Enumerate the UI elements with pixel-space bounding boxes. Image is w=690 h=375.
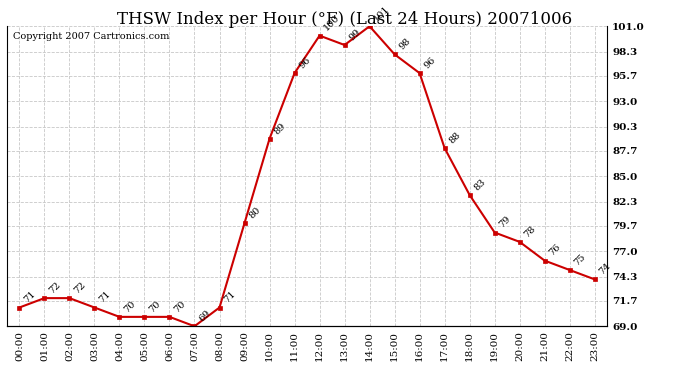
Text: 71: 71 [22,290,37,305]
Text: 83: 83 [473,177,488,192]
Text: 75: 75 [573,252,588,267]
Text: 96: 96 [297,56,313,70]
Text: 78: 78 [522,224,538,239]
Text: 88: 88 [447,130,462,146]
Text: 101: 101 [373,4,392,24]
Text: 79: 79 [497,214,513,230]
Text: 80: 80 [247,206,262,220]
Text: 98: 98 [397,37,413,52]
Text: 72: 72 [47,280,62,296]
Text: 72: 72 [72,280,88,296]
Text: 100: 100 [322,13,342,33]
Text: 70: 70 [172,299,188,314]
Text: THSW Index per Hour (°F) (Last 24 Hours) 20071006: THSW Index per Hour (°F) (Last 24 Hours)… [117,11,573,28]
Text: 70: 70 [122,299,137,314]
Text: 71: 71 [222,290,237,305]
Text: 96: 96 [422,56,437,70]
Text: 89: 89 [273,121,287,136]
Text: Copyright 2007 Cartronics.com: Copyright 2007 Cartronics.com [13,32,169,41]
Text: 99: 99 [347,27,362,42]
Text: 71: 71 [97,290,112,305]
Text: 74: 74 [598,261,613,277]
Text: 76: 76 [547,243,562,258]
Text: 70: 70 [147,299,162,314]
Text: 69: 69 [197,309,213,324]
